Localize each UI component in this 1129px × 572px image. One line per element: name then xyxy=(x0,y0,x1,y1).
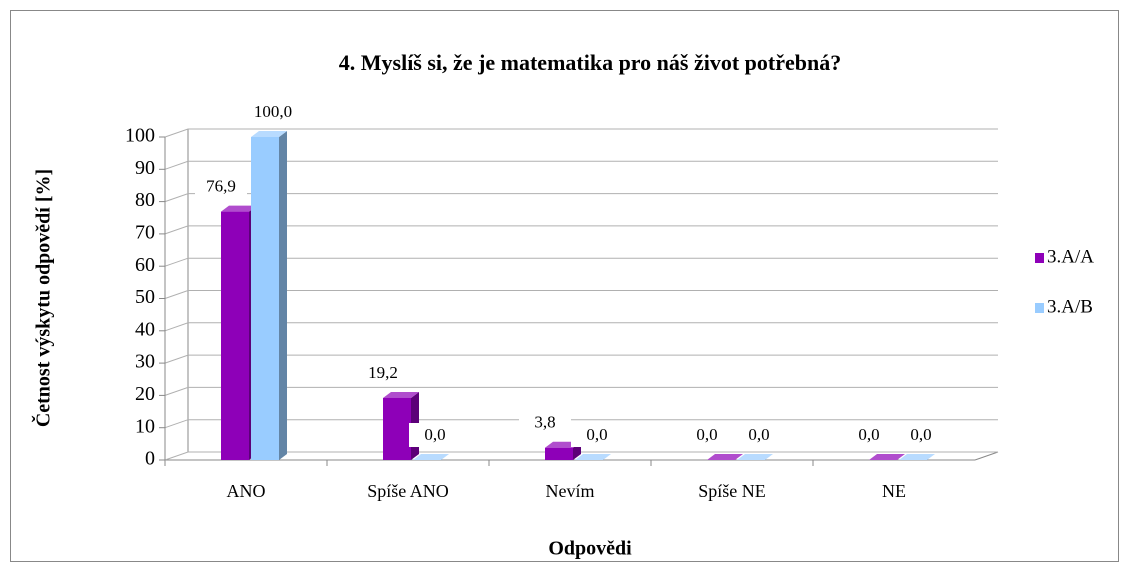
value-label: 76,9 xyxy=(206,177,236,196)
value-label: 0,0 xyxy=(586,425,607,444)
legend-label: 3.A/A xyxy=(1047,246,1094,267)
bar-top xyxy=(707,454,743,460)
floor-edge xyxy=(974,451,999,461)
bar-top xyxy=(737,454,773,460)
value-label-bg xyxy=(519,410,571,435)
y-tick-label: 20 xyxy=(135,383,155,405)
y-tick-label: 90 xyxy=(135,157,155,179)
value-label-bg xyxy=(357,360,409,385)
grid-line xyxy=(164,386,998,396)
bar-top xyxy=(221,205,257,212)
bar-top xyxy=(899,454,935,460)
bar xyxy=(221,211,249,460)
chart-title: 4. Myslíš si, že je matematika pro náš ž… xyxy=(339,50,842,75)
value-label-bg xyxy=(895,423,947,447)
value-label: 19,2 xyxy=(368,363,398,382)
value-label: 0,0 xyxy=(858,425,879,444)
y-tick-label: 30 xyxy=(135,351,155,373)
value-label-bg xyxy=(195,174,247,199)
bar-top xyxy=(869,454,905,460)
grid-line xyxy=(164,193,998,203)
grid-line xyxy=(164,290,998,299)
grid-line xyxy=(164,354,998,364)
x-axis-title: Odpovědi xyxy=(548,538,632,560)
value-label: 0,0 xyxy=(424,425,445,444)
value-label: 0,0 xyxy=(748,425,769,444)
grid-line xyxy=(164,451,998,461)
value-label-bg xyxy=(681,423,733,447)
y-tick-label: 100 xyxy=(125,125,155,147)
bar-top xyxy=(251,131,287,137)
y-tick-label: 0 xyxy=(145,448,155,470)
grid-line xyxy=(164,225,998,235)
legend-swatch xyxy=(1035,253,1044,263)
grid-line xyxy=(164,322,998,332)
value-label: 0,0 xyxy=(696,425,717,444)
bar xyxy=(545,447,573,460)
x-tick-label: Spíše NE xyxy=(698,481,766,501)
bar xyxy=(383,397,411,460)
bar-side xyxy=(279,131,287,460)
value-label: 0,0 xyxy=(910,425,931,444)
value-label-bg xyxy=(733,423,785,447)
chart-border xyxy=(10,10,1119,562)
x-tick-label: ANO xyxy=(227,481,266,501)
value-label: 100,0 xyxy=(254,102,292,121)
x-tick-label: Nevím xyxy=(546,481,595,501)
legend-label: 3.A/B xyxy=(1047,296,1093,317)
value-label-bg xyxy=(409,423,461,447)
grid-line xyxy=(164,160,998,170)
y-tick-label: 50 xyxy=(135,286,155,308)
y-tick-label: 60 xyxy=(135,254,155,276)
grid-line xyxy=(164,257,998,267)
value-label-bg xyxy=(247,100,299,124)
y-tick-label: 40 xyxy=(135,318,155,340)
bar xyxy=(251,137,279,460)
y-axis-title: Četnost výskytu odpovědí [%] xyxy=(31,169,55,427)
value-label-bg xyxy=(571,423,623,447)
y-tick-label: 10 xyxy=(135,415,155,437)
y-tick-label: 70 xyxy=(135,221,155,243)
value-label-bg xyxy=(843,423,895,447)
bar-top xyxy=(413,454,449,460)
bar-top xyxy=(383,391,419,398)
legend-swatch xyxy=(1035,303,1044,313)
grid-line xyxy=(164,128,998,138)
x-tick-label: NE xyxy=(882,481,906,501)
bar-top xyxy=(575,454,611,460)
x-tick-label: Spíše ANO xyxy=(367,481,449,501)
value-label: 3,8 xyxy=(534,413,555,432)
grid-line xyxy=(164,419,998,429)
y-tick-label: 80 xyxy=(135,189,155,211)
